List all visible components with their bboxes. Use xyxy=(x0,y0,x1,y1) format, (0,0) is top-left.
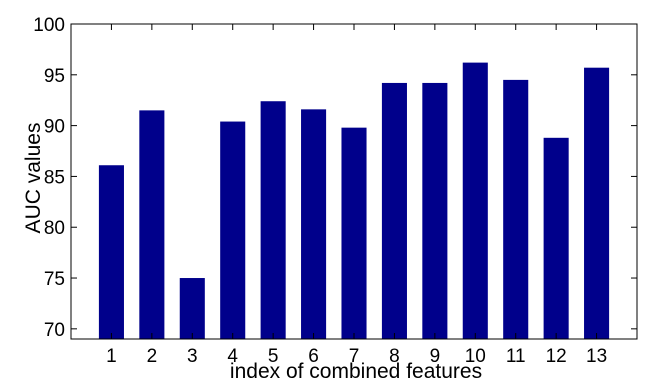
x-tick-label: 1 xyxy=(106,346,117,367)
bar-3 xyxy=(179,278,205,339)
x-tick-label: 13 xyxy=(586,346,607,367)
bar-5 xyxy=(260,101,286,339)
x-tick-label: 11 xyxy=(506,346,526,367)
y-tick-label: 75 xyxy=(44,269,65,290)
bar-8 xyxy=(381,82,407,339)
y-tick-label: 80 xyxy=(44,218,65,239)
bars-layer xyxy=(98,62,610,340)
bar-13 xyxy=(584,67,610,339)
x-tick-label: 7 xyxy=(349,346,360,367)
y-axis-label: AUC values xyxy=(22,123,45,234)
x-tick-label: 9 xyxy=(430,346,441,367)
bar-1 xyxy=(98,165,124,339)
bar-11 xyxy=(503,79,529,339)
bar-7 xyxy=(341,127,367,340)
x-tick-label: 6 xyxy=(308,346,319,367)
x-tick-label: 10 xyxy=(465,346,486,367)
bar-6 xyxy=(301,109,327,339)
bar-9 xyxy=(422,82,448,339)
bar-4 xyxy=(220,121,246,339)
y-tick-label: 100 xyxy=(33,15,65,36)
y-tick-label: 85 xyxy=(44,167,65,188)
x-tick-label: 3 xyxy=(187,346,198,367)
y-tick-label: 90 xyxy=(44,117,65,138)
y-tick-label: 70 xyxy=(44,320,65,341)
bar-2 xyxy=(139,110,165,340)
x-tick-label: 5 xyxy=(268,346,279,367)
bar-12 xyxy=(543,137,569,339)
bar-10 xyxy=(462,62,488,340)
x-tick-label: 12 xyxy=(546,346,567,367)
x-tick-label: 4 xyxy=(227,346,238,367)
x-tick-label: 2 xyxy=(147,346,158,367)
x-axis-label: index of combined features xyxy=(230,360,482,383)
y-tick-label: 95 xyxy=(44,66,65,87)
x-tick-label: 8 xyxy=(389,346,400,367)
